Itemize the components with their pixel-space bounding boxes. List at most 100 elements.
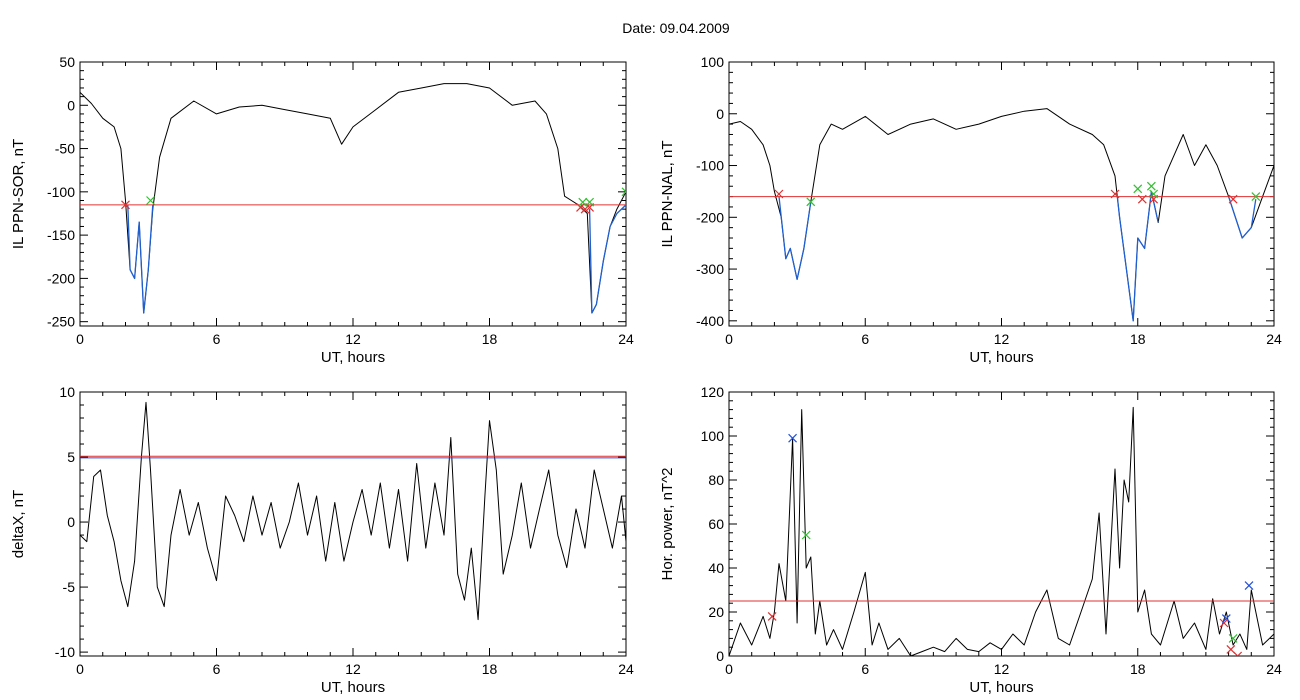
x-tick-label: 6 [861, 331, 869, 347]
panel-top-right: 0 6 12 18 24 100 0 -100 -200 -300 -400 UT, hours IL … [659, 54, 1282, 366]
x-marker-stroke [1251, 192, 1261, 202]
y-tick-label: 20 [708, 604, 724, 620]
x-marker-stroke [1226, 644, 1236, 654]
x-marker [585, 197, 595, 207]
y-tick-label: 100 [701, 428, 725, 444]
y-axis-label: IL PPN-NAL, nT [659, 141, 676, 248]
x-marker [1228, 194, 1238, 204]
x-tick-label: 24 [1266, 331, 1282, 347]
y-tick-label: -100 [696, 158, 724, 174]
x-marker-stroke [1146, 181, 1156, 191]
x-marker-stroke [146, 196, 155, 205]
x-marker [788, 433, 798, 443]
x-marker-stroke [774, 189, 784, 199]
x-marker-stroke [1228, 633, 1238, 643]
plot-area [80, 401, 626, 621]
y-tick-label: -300 [696, 261, 724, 277]
x-marker-stroke [621, 190, 626, 197]
series-line [778, 196, 812, 281]
x-marker [621, 187, 626, 197]
x-marker-stroke [1219, 618, 1229, 628]
x-tick-label: 6 [213, 661, 221, 677]
panel-top-left: 0 6 12 18 24 50 0 -50 -100 -150 -200 -250 UT, hours I… [10, 54, 634, 366]
x-marker [578, 197, 588, 207]
y-tick-label: -100 [47, 184, 75, 200]
y-tick-label: -250 [47, 314, 75, 330]
x-marker [580, 204, 590, 214]
x-marker-stroke [767, 611, 777, 621]
x-marker-stroke [1221, 614, 1231, 624]
series-line [729, 108, 1274, 322]
x-marker-stroke [585, 197, 595, 207]
y-tick-label: -400 [696, 313, 724, 329]
series-line [1227, 196, 1257, 239]
series-line [80, 401, 626, 621]
plot-frame [79, 61, 627, 327]
y-tick-label: -200 [696, 209, 724, 225]
x-tick-label: 12 [994, 331, 1010, 347]
x-marker-stroke [1133, 184, 1143, 194]
x-tick-label: 18 [1130, 661, 1146, 677]
x-marker-stroke [576, 202, 585, 212]
x-marker [146, 196, 155, 205]
x-tick-label: 24 [1266, 661, 1282, 677]
y-axis-label: IL PPN-SOR, nT [10, 139, 27, 249]
plot-area [729, 108, 1274, 322]
x-marker-stroke [788, 433, 798, 443]
x-marker-stroke [1149, 189, 1159, 199]
x-tick-label: 24 [618, 331, 634, 347]
x-marker [767, 611, 777, 621]
plot-frame [728, 391, 1275, 657]
x-marker-stroke [1236, 651, 1243, 656]
y-tick-label: -200 [47, 270, 75, 286]
y-tick-label: -50 [55, 141, 75, 157]
y-tick-label: -10 [55, 644, 75, 660]
y-tick-label: 0 [716, 648, 724, 664]
x-tick-label: 0 [725, 661, 733, 677]
y-tick-label: 40 [708, 560, 724, 576]
panel-bottom-right: 0 6 12 18 24 0 20 40 60 80 100 120 UT, hours Hor. pow… [659, 384, 1282, 696]
x-marker-stroke [121, 200, 130, 210]
y-tick-label: 80 [708, 472, 724, 488]
y-tick-label: 100 [701, 54, 725, 70]
x-marker [1251, 192, 1261, 202]
series-line [80, 83, 626, 314]
y-tick-label: 120 [701, 384, 725, 400]
x-marker-stroke [1244, 581, 1254, 591]
y-tick-label: 0 [67, 97, 75, 113]
x-axis-label: UT, hours [321, 349, 385, 366]
x-marker [801, 530, 811, 540]
x-tick-label: 12 [345, 331, 361, 347]
y-tick-label: 0 [67, 514, 75, 530]
x-marker [576, 202, 585, 212]
x-marker-stroke [1228, 194, 1238, 204]
x-marker [774, 189, 784, 199]
y-tick-label: -5 [63, 579, 76, 595]
x-marker-stroke [621, 187, 626, 193]
series-line [588, 204, 626, 314]
plot-frame [728, 61, 1275, 327]
y-tick-label: 50 [59, 54, 75, 70]
y-tick-label: 60 [708, 516, 724, 532]
y-tick-label: 0 [716, 106, 724, 122]
x-marker-stroke [580, 204, 590, 214]
series-line [729, 406, 1274, 656]
x-marker [1149, 189, 1159, 199]
x-axis-label: UT, hours [969, 679, 1033, 696]
x-marker [1219, 618, 1229, 628]
x-marker [1133, 184, 1143, 194]
x-tick-label: 0 [76, 661, 84, 677]
x-marker [1221, 614, 1231, 624]
x-marker [1228, 633, 1238, 643]
x-tick-label: 24 [618, 661, 634, 677]
x-tick-label: 6 [213, 331, 221, 347]
x-marker [1137, 194, 1147, 204]
x-marker [806, 197, 816, 207]
y-axis-label: Hor. power, nT^2 [659, 468, 676, 581]
x-marker [1233, 651, 1243, 656]
x-marker-stroke [1233, 651, 1239, 656]
figure-title: Date: 09.04.2009 [622, 20, 730, 36]
x-marker-stroke [1137, 194, 1147, 204]
series-line [127, 204, 154, 314]
